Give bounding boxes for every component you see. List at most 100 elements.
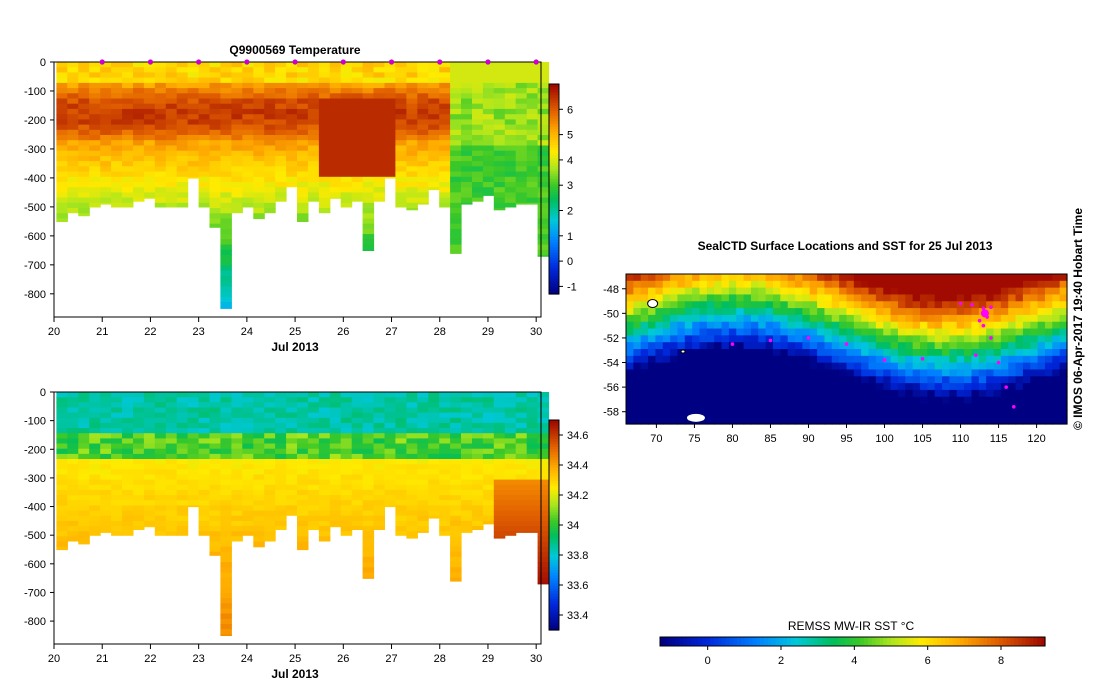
heatmap-cell [428,77,440,84]
heatmap-cell [242,500,254,506]
heatmap-cell [176,192,189,199]
heatmap-cell [428,469,440,476]
heatmap-cell [89,443,101,450]
sst-cell [670,308,679,316]
heatmap-cell [111,187,123,193]
heatmap-cell [406,135,418,141]
sst-cell [706,335,715,343]
heatmap-cell [264,124,276,131]
heatmap-cell [286,417,298,424]
colorbar-step [549,569,559,573]
heatmap-cell [143,161,156,167]
heatmap-cell [297,422,309,429]
sst-cell [750,417,759,425]
heatmap-cell [318,453,331,460]
colorbar-step [549,210,559,214]
heatmap-cell [373,135,385,141]
sst-cell [750,294,759,302]
heatmap-cell [318,67,331,73]
heatmap-cell [461,469,473,476]
heatmap-cell [526,192,539,199]
heatmap-cell [56,129,68,136]
sst-cell [846,362,855,371]
heatmap-cell [133,119,145,126]
heatmap-cell [526,531,539,533]
heatmap-cell [231,443,243,450]
sst-cell [780,410,789,418]
heatmap-cell [220,505,232,512]
heatmap-cell [154,412,167,419]
heatmap-cell [340,453,353,460]
sst-cell [773,362,781,371]
sst-cell [839,355,848,364]
heatmap-cell [526,469,539,476]
heatmap-cell [154,88,167,94]
heatmap-cell [154,114,167,120]
heatmap-cell [340,479,353,486]
heatmap-cell [428,150,440,157]
colorbar-step [549,606,559,610]
heatmap-cell [143,412,156,419]
heatmap-cell [198,129,211,136]
heatmap-cell [56,510,68,517]
colorbar-step [921,637,927,646]
sst-cell [780,369,789,377]
heatmap-cell [526,197,539,204]
heatmap-cell [297,202,309,209]
colorbar-step [860,637,865,646]
heatmap-cell [187,453,200,460]
heatmap-cell [406,515,418,522]
heatmap-cell [133,459,145,465]
sst-cell [831,294,840,302]
heatmap-cell [133,402,145,409]
heatmap-cell [242,119,254,126]
heatmap-cell [176,397,189,403]
sst-cell [743,274,752,282]
heatmap-cell [133,124,145,131]
sst-cell [1059,362,1068,371]
heatmap-cell [406,422,418,429]
heatmap-cell [384,412,396,419]
heatmap-cell [461,171,473,178]
heatmap-cell [329,129,342,136]
heatmap-cell [133,155,145,162]
colorbar-step [549,462,559,466]
sst-cell [875,328,884,336]
heatmap-cell [384,402,396,409]
sst-cell [1008,294,1017,302]
sst-cell [699,410,708,418]
heatmap-cell [318,536,331,542]
heatmap-cell [242,448,254,455]
sst-cell [949,335,958,343]
heatmap-cell [275,484,287,491]
heatmap-cell [111,62,123,68]
heatmap-cell [297,515,309,522]
heatmap-cell [56,526,68,532]
heatmap-cell [450,500,462,506]
heatmap-cell [515,171,528,178]
sst-cell [1059,287,1068,296]
heatmap-cell [417,520,429,527]
colorbar-step [713,637,719,646]
sst-cell [964,280,973,289]
heatmap-cell [493,392,506,398]
heatmap-cell [275,495,287,501]
x-tick-label: 24 [241,326,253,338]
sst-cell [728,396,737,405]
heatmap-cell [154,402,167,409]
heatmap-cell [351,124,364,131]
heatmap-cell [307,448,320,455]
heatmap-cell [395,124,407,131]
heatmap-cell [264,197,276,204]
heatmap-cell [253,93,265,100]
heatmap-cell [275,62,287,68]
heatmap-cell [220,62,232,68]
heatmap-cell [362,171,375,178]
heatmap-cell [264,88,276,94]
sst-cell [861,280,870,289]
heatmap-cell [297,392,309,398]
sst-cell [1030,314,1039,323]
heatmap-cell [482,453,495,460]
heatmap-cell [515,202,528,205]
